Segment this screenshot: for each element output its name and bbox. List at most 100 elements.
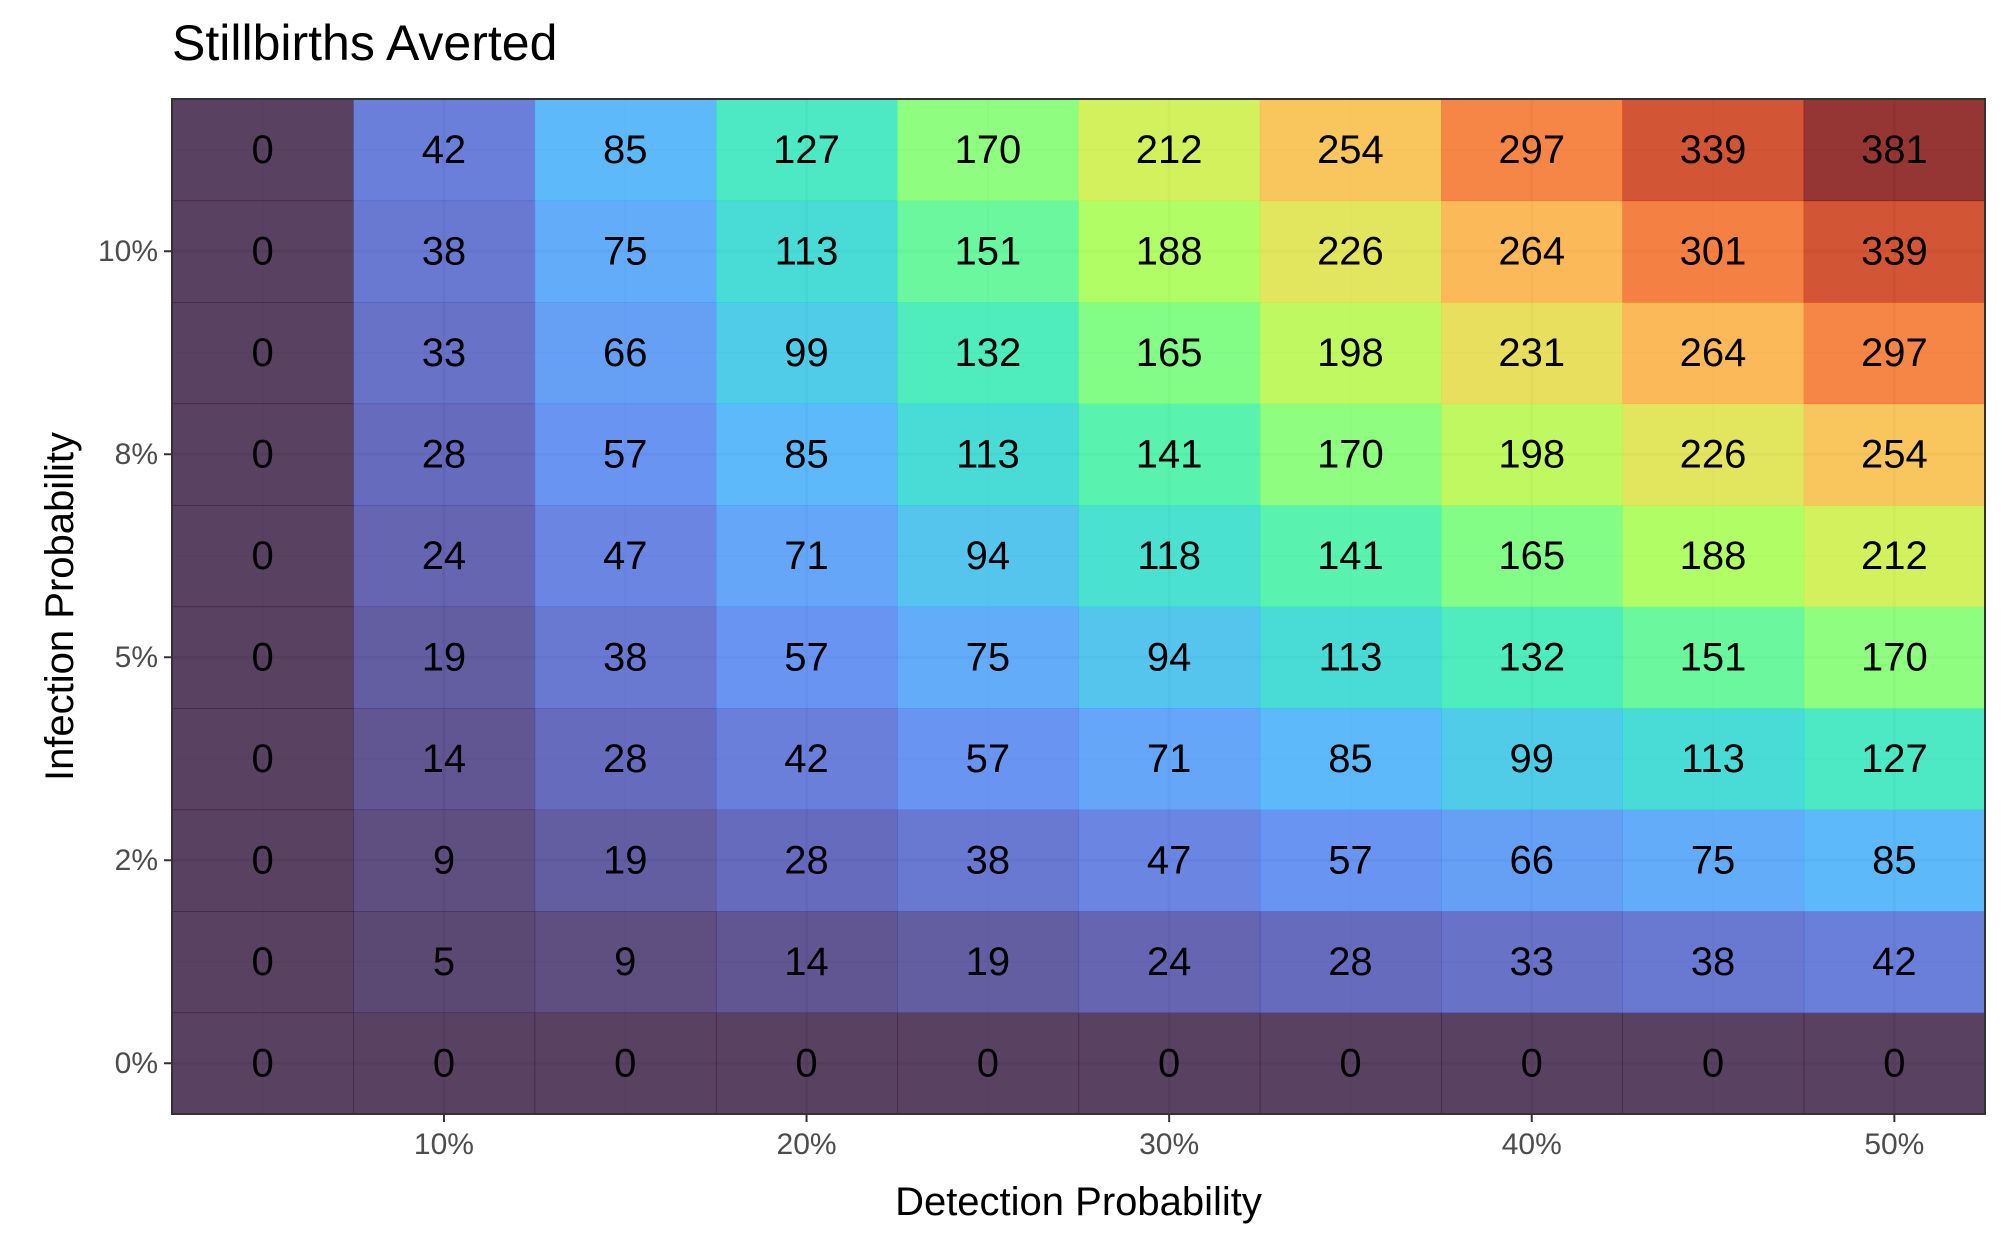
cell-value-label: 99 [784, 331, 829, 375]
heatmap-cell [353, 403, 536, 506]
cell-value-label: 24 [422, 534, 467, 578]
heatmap-cell [534, 1012, 717, 1115]
cell-value-label: 0 [252, 940, 274, 984]
heatmap-cell [534, 99, 717, 202]
cell-value-label: 226 [1317, 229, 1384, 273]
heatmap-cell [1441, 200, 1623, 303]
cell-value-label: 33 [1510, 940, 1555, 984]
heatmap-cell [1622, 302, 1805, 405]
heatmap-cell [715, 809, 898, 912]
heatmap-cell [172, 911, 354, 1014]
x-tick-label: 10% [414, 1128, 474, 1161]
cell-value-label: 113 [1681, 737, 1745, 781]
heatmap-cell [897, 809, 1080, 912]
x-tick-label: 50% [1864, 1128, 1924, 1161]
heatmap-cell [1803, 99, 1986, 202]
heatmap-cell [534, 606, 717, 709]
cell-value-label: 5 [433, 940, 455, 984]
cell-value-label: 0 [795, 1041, 817, 1085]
heatmap-cell [1259, 505, 1442, 608]
cell-value-label: 339 [1861, 229, 1928, 273]
heatmap-cell [353, 505, 536, 608]
heatmap-cell [353, 606, 536, 709]
cell-value-label: 170 [1861, 635, 1928, 679]
cell-value-label: 94 [1147, 635, 1192, 679]
cell-value-label: 9 [433, 838, 455, 882]
heatmap-cell [1259, 200, 1442, 303]
cell-value-label: 99 [1510, 737, 1555, 781]
heatmap-cell [353, 302, 536, 405]
heatmap-cell [1259, 809, 1442, 912]
heatmap-cell [353, 1012, 536, 1115]
cell-value-label: 57 [784, 635, 829, 679]
cell-value-label: 113 [1319, 635, 1383, 679]
y-tick-label: 0% [115, 1047, 158, 1080]
heatmap-cell [1441, 708, 1623, 811]
cell-value-label: 14 [422, 737, 467, 781]
heatmap-cell [715, 1012, 898, 1115]
cell-value-label: 42 [784, 737, 829, 781]
cell-value-label: 0 [1339, 1041, 1361, 1085]
heatmap-cells [172, 99, 1986, 1115]
cell-value-label: 339 [1680, 128, 1747, 172]
heatmap-cell [1441, 606, 1623, 709]
cell-value-label: 0 [252, 737, 274, 781]
heatmap-cell [715, 911, 898, 1014]
heatmap-cell [715, 505, 898, 608]
heatmap-cell [534, 403, 717, 506]
heatmap-cell [715, 200, 898, 303]
heatmap-cell [534, 302, 717, 405]
cell-value-label: 19 [422, 635, 467, 679]
cell-value-label: 113 [956, 432, 1020, 476]
heatmap-cell [1803, 403, 1986, 506]
cell-value-label: 132 [954, 331, 1021, 375]
cell-value-label: 0 [1702, 1041, 1724, 1085]
heatmap-cell [1078, 505, 1261, 608]
heatmap-cell [1441, 809, 1623, 912]
heatmap-cell [1078, 606, 1261, 709]
heatmap-cell [1441, 911, 1623, 1014]
cell-value-label: 42 [1872, 940, 1917, 984]
cell-value-label: 264 [1498, 229, 1565, 273]
heatmap-cell [353, 200, 536, 303]
cell-value-label: 198 [1498, 432, 1565, 476]
heatmap-cell [1441, 403, 1623, 506]
heatmap-cell [1078, 302, 1261, 405]
heatmap-cell [172, 809, 354, 912]
y-tick-label: 10% [98, 235, 158, 268]
cell-value-label: 28 [784, 838, 829, 882]
cell-value-label: 71 [1147, 737, 1192, 781]
heatmap-cell [1803, 809, 1986, 912]
heatmap-cell [1078, 403, 1261, 506]
cell-value-label: 66 [1510, 838, 1555, 882]
heatmap-cell [172, 302, 354, 405]
heatmap-cell [172, 99, 354, 202]
cell-value-label: 85 [784, 432, 829, 476]
heatmap-cell [353, 708, 536, 811]
y-tick-label: 2% [115, 844, 158, 877]
cell-value-label: 0 [252, 229, 274, 273]
cell-value-label: 19 [603, 838, 648, 882]
cell-value-label: 19 [966, 940, 1011, 984]
heatmap-cell [1622, 606, 1805, 709]
cell-value-label: 0 [433, 1041, 455, 1085]
heatmap-cell [1803, 505, 1986, 608]
heatmap-cell [1078, 809, 1261, 912]
cell-value-label: 0 [252, 128, 274, 172]
heatmap-cell [1078, 200, 1261, 303]
heatmap-cell [1078, 99, 1261, 202]
cell-value-label: 170 [1317, 432, 1384, 476]
heatmap-cell [172, 200, 354, 303]
heatmap-cell [534, 505, 717, 608]
heatmap-cell [897, 606, 1080, 709]
cell-value-label: 132 [1498, 635, 1565, 679]
cell-value-label: 66 [603, 331, 648, 375]
cell-value-label: 57 [603, 432, 648, 476]
heatmap-cell [897, 708, 1080, 811]
heatmap-cell [1622, 99, 1805, 202]
heatmap-cell [534, 708, 717, 811]
cell-value-label: 0 [977, 1041, 999, 1085]
heatmap-cell [172, 505, 354, 608]
heatmap-cell [172, 606, 354, 709]
heatmap-cell [172, 403, 354, 506]
